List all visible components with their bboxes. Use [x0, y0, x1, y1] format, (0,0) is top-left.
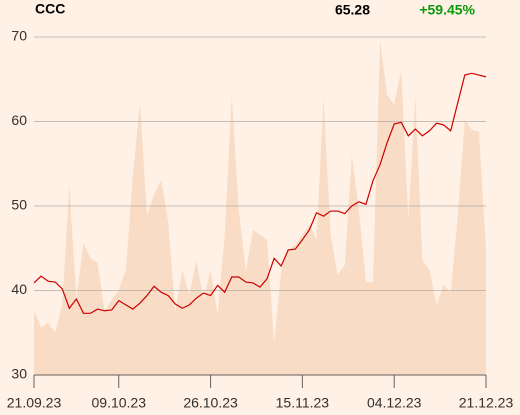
x-tick-label: 21.12.23	[459, 395, 514, 411]
y-tick-label: 30	[11, 366, 27, 382]
price-line	[33, 72, 487, 314]
last-price: 65.28	[335, 2, 370, 18]
x-tick-label: 21.09.23	[7, 395, 62, 411]
y-tick-label: 50	[11, 197, 27, 213]
x-tick-label: 04.12.23	[367, 395, 422, 411]
y-tick-label: 60	[11, 112, 27, 128]
y-tick-label: 70	[11, 28, 27, 44]
x-tick-label: 15.11.23	[276, 395, 330, 411]
y-tick-label: 40	[11, 281, 27, 297]
price-change: +59.45%	[419, 2, 475, 18]
x-tick-label: 26.10.23	[183, 395, 238, 411]
x-tick-label: 09.10.23	[92, 395, 147, 411]
volume-area	[34, 40, 486, 375]
chart-title: CCC	[35, 1, 65, 17]
